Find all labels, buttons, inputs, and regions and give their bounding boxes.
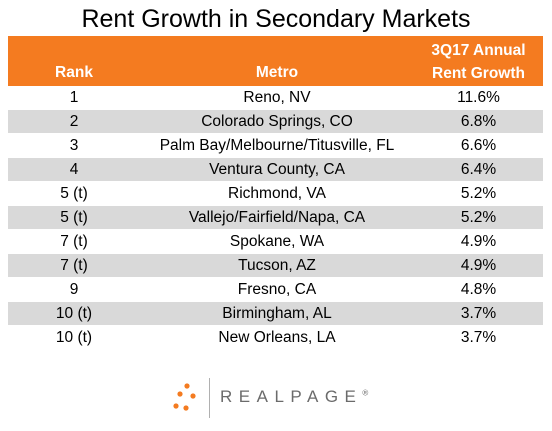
header-rent-growth-line1: 3Q17 Annual	[431, 42, 526, 59]
rent-growth-cell: 4.9%	[460, 257, 497, 274]
table-row: 9 Fresno, CA 4.8%	[8, 278, 543, 302]
rent-growth-cell: 4.9%	[460, 233, 497, 250]
metro-cell: Fresno, CA	[237, 281, 317, 298]
table-row: 2 Colorado Springs, CO 6.8%	[8, 110, 543, 134]
rent-growth-cell: 6.6%	[460, 137, 497, 154]
logo-dot	[173, 403, 179, 409]
metro-cell: Reno, NV	[243, 89, 311, 106]
table-row: 7 (t) Spokane, WA 4.9%	[8, 230, 543, 254]
logo-wordmark: REALPAGE®	[220, 387, 368, 407]
rank-cell: 7 (t)	[60, 233, 88, 250]
metro-cell: Vallejo/Fairfield/Napa, CA	[188, 209, 366, 226]
rent-growth-cell: 4.8%	[460, 281, 497, 298]
rent-growth-cell: 6.4%	[460, 161, 497, 178]
table-body: 1 Reno, NV 11.6% 2 Colorado Springs, CO 6.8% 3…	[8, 86, 543, 349]
rent-growth-cell: 3.7%	[460, 329, 497, 346]
rank-cell: 4	[69, 161, 79, 178]
rank-cell: 7 (t)	[60, 257, 88, 274]
logo-text: REALPAGE	[220, 387, 363, 406]
rent-growth-cell: 3.7%	[460, 305, 497, 322]
header-metro: Metro	[255, 64, 299, 81]
table-row: 7 (t) Tucson, AZ 4.9%	[8, 254, 543, 278]
rent-growth-cell: 6.8%	[460, 113, 497, 130]
table-row: 1 Reno, NV 11.6%	[8, 86, 543, 110]
metro-cell: Richmond, VA	[228, 185, 326, 202]
table-header: Rank Metro 3Q17 Annual Rent Growth	[8, 36, 543, 86]
rank-cell: 3	[69, 137, 79, 154]
chart-title: Rent Growth in Secondary Markets	[81, 5, 471, 33]
registered-mark: ®	[362, 388, 369, 398]
metro-cell: Spokane, WA	[229, 233, 325, 250]
logo-dot	[190, 393, 196, 399]
table-row: 5 (t) Vallejo/Fairfield/Napa, CA 5.2%	[8, 206, 543, 230]
metro-cell: New Orleans, LA	[218, 329, 336, 346]
table-row: 4 Ventura County, CA 6.4%	[8, 158, 543, 182]
metro-cell: Colorado Springs, CO	[201, 113, 353, 130]
rent-growth-cell: 5.2%	[460, 185, 497, 202]
header-rank: Rank	[55, 64, 93, 81]
metro-cell: Birmingham, AL	[222, 305, 332, 322]
rent-growth-cell: 11.6%	[457, 89, 500, 106]
logo-dot	[184, 383, 190, 389]
header-rent-growth: 3Q17 Annual Rent Growth	[414, 39, 543, 85]
table-row: 10 (t) Birmingham, AL 3.7%	[8, 302, 543, 326]
metro-cell: Palm Bay/Melbourne/Titusville, FL	[159, 137, 395, 154]
dots-icon	[173, 383, 196, 411]
rent-growth-cell: 5.2%	[460, 209, 497, 226]
rank-cell: 10 (t)	[55, 305, 93, 322]
rank-cell: 5 (t)	[60, 209, 88, 226]
logo-divider	[209, 378, 210, 418]
table-row: 3 Palm Bay/Melbourne/Titusville, FL 6.6%	[8, 134, 543, 158]
rank-cell: 9	[69, 281, 79, 298]
header-rent-growth-line2: Rent Growth	[432, 65, 525, 82]
rent-growth-table: Rank Metro 3Q17 Annual Rent Growth 1 Reno…	[8, 36, 543, 349]
rank-cell: 10 (t)	[55, 329, 93, 346]
logo-dot	[183, 405, 189, 411]
table-row: 10 (t) New Orleans, LA 3.7%	[8, 326, 543, 349]
logo-dot	[177, 391, 183, 397]
rank-cell: 2	[69, 113, 79, 130]
metro-cell: Ventura County, CA	[209, 161, 345, 178]
rank-cell: 1	[69, 89, 79, 106]
realpage-logo: REALPAGE®	[172, 378, 382, 418]
rank-cell: 5 (t)	[60, 185, 88, 202]
table-row: 5 (t) Richmond, VA 5.2%	[8, 182, 543, 206]
metro-cell: Tucson, AZ	[238, 257, 316, 274]
